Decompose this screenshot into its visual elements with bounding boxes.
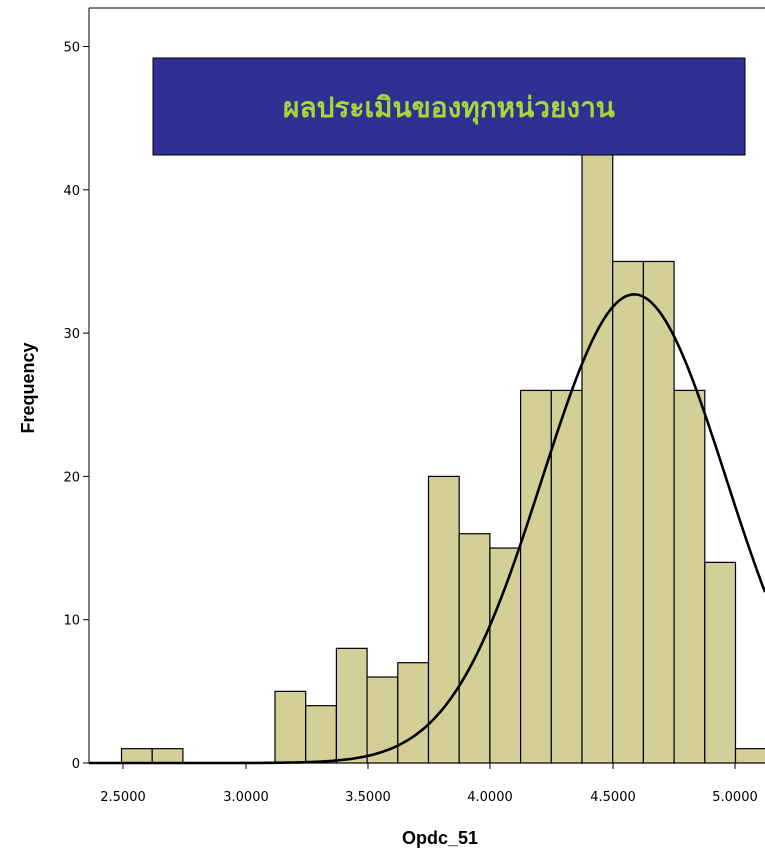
histogram-bar — [642, 260, 675, 764]
title-banner-box — [152, 57, 746, 156]
histogram-bar — [397, 662, 430, 764]
x-tick-label: 4.5000 — [590, 790, 636, 805]
bars-layer — [120, 146, 765, 764]
normal-curve-layer — [89, 293, 765, 765]
chart-title: ผลประเมินของทุกหน่วยงาน — [283, 91, 615, 125]
histogram-bar — [458, 533, 491, 764]
x-tick-label: 5.0000 — [712, 790, 758, 805]
x-tick-label: 3.0000 — [223, 790, 269, 805]
histogram-bar — [673, 389, 706, 764]
histogram-bar — [734, 748, 765, 764]
histogram-bar — [366, 676, 399, 764]
histogram-bar — [704, 561, 737, 764]
y-tick-label: 0 — [72, 757, 80, 772]
y-tick-label: 30 — [63, 327, 80, 342]
x-tick-label: 3.5000 — [345, 790, 391, 805]
histogram-bar — [489, 547, 522, 764]
x-tick-label: 4.0000 — [467, 790, 513, 805]
histogram-bar — [612, 260, 645, 764]
histogram-bar — [335, 647, 368, 764]
y-axis: 0 10 20 30 40 50 — [63, 41, 89, 772]
y-tick-label: 10 — [63, 614, 80, 629]
y-tick-label: 40 — [63, 184, 80, 199]
normal-curve — [89, 293, 765, 765]
histogram-bar — [151, 748, 184, 764]
histogram-bar — [274, 690, 307, 764]
histogram-bar — [581, 146, 614, 764]
x-axis-title: Opdc_51 — [402, 828, 478, 848]
y-tick-label: 50 — [63, 41, 80, 56]
histogram-bar — [550, 389, 583, 764]
y-tick-label: 20 — [63, 470, 80, 485]
x-tick-label: 2.5000 — [100, 790, 146, 805]
histogram-bar — [427, 475, 460, 764]
histogram-bar — [519, 389, 552, 764]
histogram-bar — [305, 705, 338, 764]
title-banner: ผลประเมินของทุกหน่วยงาน — [152, 57, 746, 156]
x-axis: 2.5000 3.0000 3.5000 4.0000 4.5000 5.0000 — [100, 763, 758, 805]
histogram-bar — [120, 748, 153, 764]
y-axis-title: Frequency — [18, 342, 38, 433]
